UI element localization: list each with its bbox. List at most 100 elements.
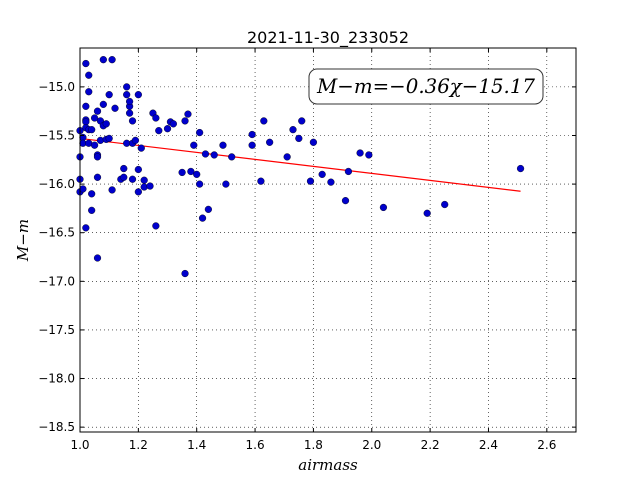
data-point — [228, 153, 236, 161]
data-point — [283, 153, 291, 161]
y-tick-label: −15.5 — [38, 128, 75, 142]
data-point — [295, 134, 303, 143]
fit-line — [79, 137, 521, 192]
data-point — [99, 56, 107, 64]
data-point — [204, 205, 212, 213]
data-point — [298, 117, 306, 125]
data-point — [309, 138, 318, 146]
data-point — [441, 200, 449, 209]
data-point — [146, 182, 154, 190]
data-point — [120, 164, 128, 173]
data-point — [289, 126, 297, 134]
data-point — [88, 206, 96, 214]
data-point — [93, 254, 102, 262]
chart-title: 2021-11-30_233052 — [247, 28, 409, 48]
x-tick-label: 2.6 — [537, 438, 556, 452]
data-point — [196, 180, 204, 188]
data-point — [379, 203, 388, 212]
data-point — [137, 144, 145, 152]
data-point — [356, 149, 364, 157]
data-point — [126, 97, 134, 106]
data-point — [82, 102, 90, 110]
data-point — [266, 138, 274, 146]
data-point — [88, 190, 96, 198]
x-tick-label: 2.2 — [421, 438, 440, 452]
equation-annotation: M−m=−0.36χ−15.17 — [308, 68, 544, 105]
data-point — [248, 141, 256, 149]
y-tick-label: −17.0 — [38, 274, 75, 288]
data-point — [222, 180, 230, 188]
data-point — [210, 151, 218, 159]
data-point — [152, 222, 160, 230]
data-point — [82, 59, 90, 68]
data-point — [169, 120, 177, 128]
data-point — [123, 91, 131, 99]
data-point — [140, 176, 148, 184]
data-point — [82, 224, 90, 232]
data-point — [93, 153, 102, 161]
data-point — [105, 91, 113, 99]
data-point — [108, 186, 116, 194]
data-point — [181, 269, 189, 278]
data-point — [155, 127, 163, 135]
y-axis-label: M−m — [14, 219, 32, 262]
data-point — [131, 136, 140, 144]
data-point — [152, 114, 160, 122]
annotation-box — [308, 68, 544, 105]
data-point — [93, 173, 102, 181]
x-tick-label: 1.0 — [70, 438, 89, 452]
data-point — [88, 126, 96, 134]
data-point — [341, 197, 350, 205]
data-point — [128, 175, 137, 183]
y-tick-label: −18.0 — [38, 372, 75, 386]
data-point — [85, 71, 93, 79]
data-point — [196, 128, 204, 137]
grid-lines — [79, 48, 576, 432]
x-tick-label: 1.6 — [246, 438, 265, 452]
data-point — [201, 150, 210, 158]
data-point — [248, 130, 256, 139]
data-point — [260, 117, 268, 125]
data-point — [257, 177, 265, 185]
y-tick-label: −17.5 — [38, 323, 75, 337]
data-point — [365, 151, 373, 159]
y-tick-label: −16.0 — [38, 177, 75, 191]
data-point — [423, 209, 431, 217]
data-point — [85, 88, 93, 96]
data-point — [93, 107, 102, 115]
x-tick-label: 1.2 — [129, 438, 148, 452]
data-point — [163, 125, 172, 133]
axis-ticks: 1.0 1.2 1.4 1.6 1.8 2.0 2.2 2.4 2.6 −15.0 −15.5 −16… — [38, 48, 576, 452]
data-point — [90, 141, 99, 149]
data-point — [193, 170, 201, 178]
data-point — [306, 177, 315, 185]
data-point — [178, 168, 186, 177]
data-point — [134, 165, 142, 174]
data-point — [327, 178, 335, 186]
data-point — [123, 83, 131, 91]
data-point — [187, 167, 195, 176]
data-point — [516, 164, 525, 173]
data-point — [102, 120, 110, 128]
y-tick-label: −18.5 — [38, 420, 75, 434]
data-point — [198, 214, 207, 222]
x-tick-label: 2.4 — [479, 438, 498, 452]
y-tick-label: −15.0 — [38, 80, 75, 94]
data-points — [76, 56, 525, 278]
data-point — [90, 114, 99, 122]
annotation-text: M−m=−0.36χ−15.17 — [316, 74, 535, 98]
data-point — [99, 100, 107, 108]
data-point — [120, 173, 128, 181]
data-point — [344, 167, 353, 176]
x-tick-label: 1.8 — [304, 438, 323, 452]
fit-line-layer — [79, 137, 521, 192]
data-point — [184, 110, 192, 118]
y-tick-label: −16.5 — [38, 226, 75, 240]
data-point — [318, 170, 326, 178]
x-tick-label: 2.0 — [362, 438, 381, 452]
x-tick-label: 1.4 — [187, 438, 206, 452]
data-point — [134, 91, 142, 99]
data-point — [79, 185, 87, 193]
data-point — [181, 117, 189, 125]
